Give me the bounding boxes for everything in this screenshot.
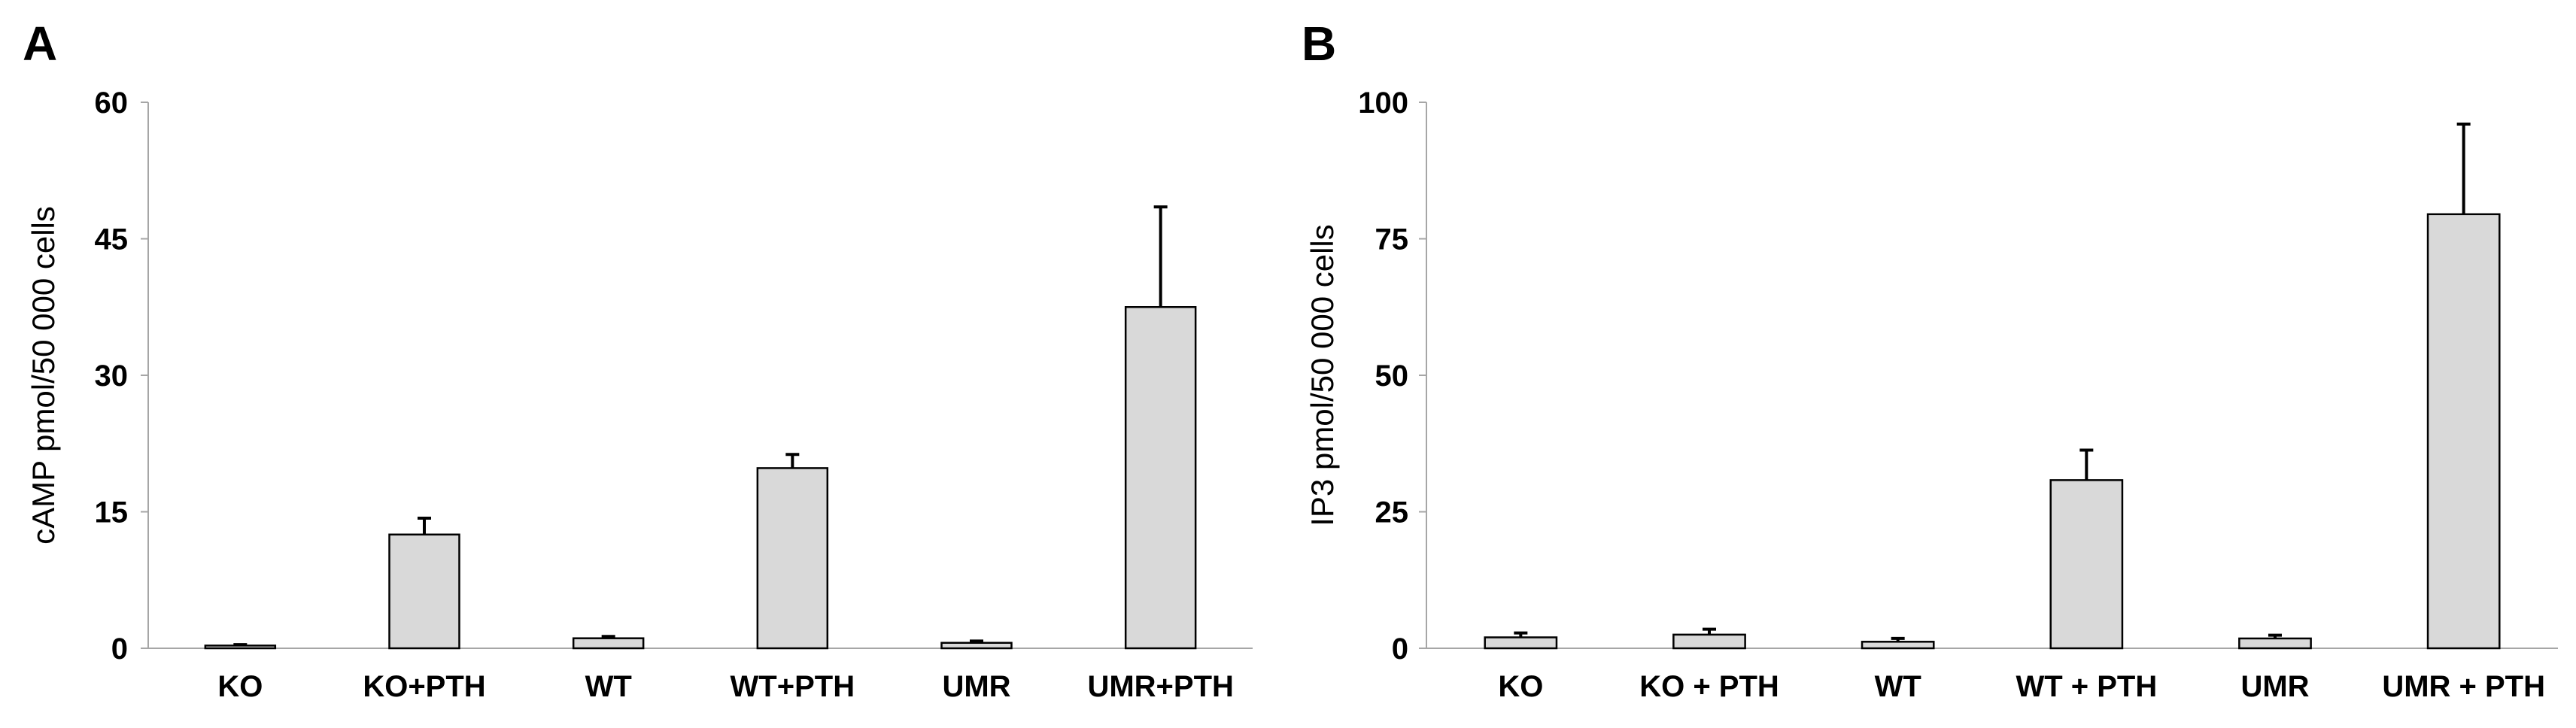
category-label: WT [585,670,632,703]
category-label: KO [1498,670,1543,703]
category-label: UMR+PTH [1087,670,1233,703]
bar [2426,213,2501,650]
panel-letter: B [1302,17,1336,71]
category-label: UMR + PTH [2382,670,2545,703]
category-label: KO + PTH [1639,670,1779,703]
y-tick-label: 50 [1375,359,1409,393]
y-tick-label: 30 [95,359,129,393]
y-tick-label: 100 [1358,86,1408,120]
panel-a-chart: A 0 15 30 45 60 cAMP pmol/50 000 cells KO KO+PTH… [23,17,1253,703]
category-label: WT [1875,670,1921,703]
category-label: KO+PTH [363,670,485,703]
bar [940,642,1013,650]
bar [388,533,460,650]
y-tick-label: 0 [111,632,128,666]
y-axis-title: IP3 pmol/50 000 cells [1305,224,1340,526]
bar [2049,479,2124,650]
y-tick-label: 45 [95,223,129,256]
y-tick-label: 15 [95,496,129,529]
panel-b-chart: B 0 25 50 75 100 IP3 pmol/50 000 cells KO KO + P… [1302,17,2558,703]
bar [1484,636,1558,650]
category-label: UMR [942,670,1010,703]
y-tick-label: 60 [95,86,129,120]
category-label: WT + PTH [2016,670,2157,703]
y-tick-label: 25 [1375,496,1409,529]
panel-letter: A [23,17,57,71]
bar [1672,633,1746,650]
category-label: WT+PTH [731,670,855,703]
bar [572,637,645,650]
bar [2238,637,2312,650]
category-label: KO [217,670,263,703]
y-axis-title: cAMP pmol/50 000 cells [26,206,61,544]
y-tick-label: 0 [1392,632,1408,666]
category-label: UMR [2240,670,2309,703]
bar [756,467,829,650]
bar [1861,641,1935,650]
y-tick-label: 75 [1375,223,1409,256]
bar [1124,306,1197,650]
